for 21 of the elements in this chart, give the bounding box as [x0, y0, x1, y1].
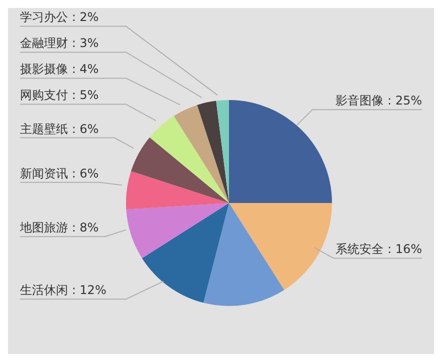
pie-slice: [229, 203, 332, 290]
slice-label: 地图旅游 : 8%: [19, 220, 99, 235]
slice-label: 金融理财 : 3%: [20, 36, 99, 50]
pie-slice: [150, 116, 229, 203]
pie-slice: [142, 203, 229, 303]
pie-slice: [126, 171, 229, 210]
pie-slice: [126, 203, 229, 258]
slice-label: 网购支付 : 5%: [20, 88, 99, 102]
pie-slice: [216, 100, 229, 203]
pie-slice: [131, 137, 229, 203]
pie-slice: [203, 203, 284, 306]
pie-slice: [229, 100, 332, 203]
slice-label: 摄影摄像 : 4%: [20, 62, 99, 76]
slice-label: 生活休闲 : 12%: [20, 283, 106, 298]
slice-label: 系统安全 : 16%: [336, 242, 422, 256]
pie-slice: [197, 100, 229, 203]
slice-label: 新闻资讯 : 6%: [20, 166, 99, 180]
slice-label: 主题壁纸 : 6%: [20, 122, 99, 136]
pie-slice: [174, 105, 229, 203]
slice-label: 影音图像 : 25%: [336, 94, 422, 108]
slice-label: 学习办公 : 2%: [20, 10, 99, 24]
